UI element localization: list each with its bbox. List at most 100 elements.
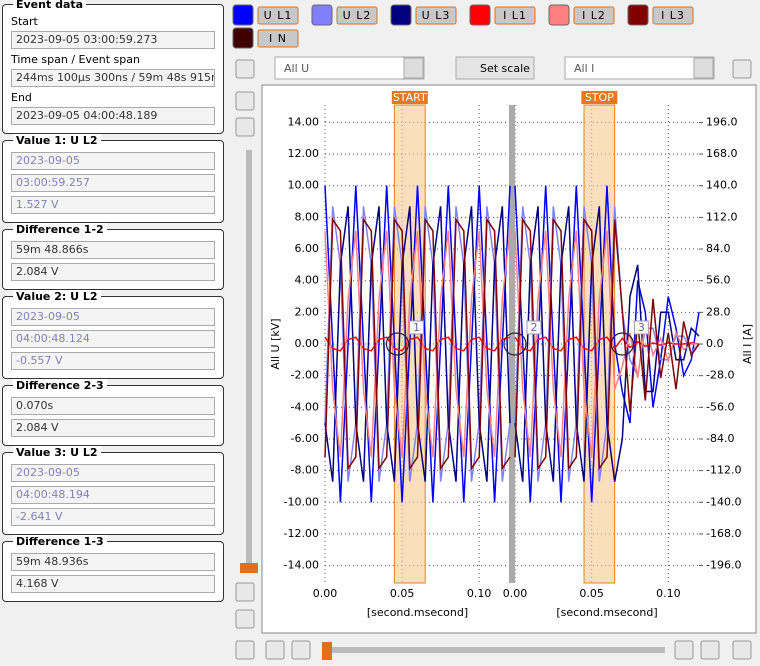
label: End: [11, 91, 32, 104]
dropdown[interactable]: [564, 56, 715, 80]
series-line: [324, 230, 511, 458]
icon-button[interactable]: [235, 117, 255, 137]
legend-swatch[interactable]: [232, 4, 254, 26]
icon-button[interactable]: [235, 91, 255, 111]
y-tick-label: 0.00: [295, 337, 320, 350]
field: 1.527 V: [11, 196, 215, 214]
field: 2023-09-05: [11, 152, 215, 170]
series-line: [514, 206, 700, 482]
icon-button[interactable]: [291, 640, 311, 660]
y2-axis-label: All I [A]: [741, 324, 754, 364]
legend-label: I L1: [503, 9, 527, 22]
y2-tick-label: -56.0: [706, 400, 734, 413]
slider-thumb: [240, 563, 258, 573]
field: 04:00:48.124: [11, 330, 215, 348]
field: 2.084 V: [11, 263, 215, 281]
field: 4.168 V: [11, 575, 215, 593]
legend-label: I N: [269, 32, 287, 45]
icon-button[interactable]: [674, 640, 694, 660]
x-tick-label: 0.10: [656, 587, 681, 600]
legend-swatch[interactable]: [548, 4, 570, 26]
legend-button: [494, 6, 536, 25]
field: 2.084 V: [11, 419, 215, 437]
y-tick-label: -10.00: [284, 495, 319, 508]
icon-button[interactable]: [732, 640, 752, 660]
label: Time span / Event span: [11, 53, 140, 66]
marker-label: START: [393, 91, 427, 104]
y-tick-label: 10.00: [288, 179, 320, 192]
button[interactable]: [455, 56, 535, 80]
x-tick-label: 0.10: [467, 587, 492, 600]
group-box: Difference 2-3 0.070s 2.084 V: [2, 379, 224, 446]
x-tick-label: 0.05: [390, 587, 415, 600]
group-title: Value 2: U L2: [13, 290, 101, 303]
icon-button[interactable]: [732, 59, 752, 79]
series-line: [324, 206, 511, 482]
dropdown-value: All U: [284, 62, 309, 75]
group-box: Difference 1-3 59m 48.936s 4.168 V: [2, 535, 224, 602]
cursor[interactable]: [503, 332, 527, 356]
x-axis-label: [second.msecond]: [556, 606, 657, 619]
y2-tick-label: 112.0: [706, 210, 738, 223]
legend-button: [415, 6, 457, 25]
legend-swatch[interactable]: [469, 4, 491, 26]
field: 59m 48.936s: [11, 553, 215, 571]
icon-button[interactable]: [235, 640, 255, 660]
legend-swatch[interactable]: [390, 4, 412, 26]
legend-button: [336, 6, 378, 25]
series-line: [324, 185, 511, 503]
legend-button: [573, 6, 615, 25]
icon-button[interactable]: [235, 609, 255, 629]
group-title: Event data: [13, 0, 87, 11]
legend-label: I L3: [661, 9, 685, 22]
group-box: Difference 1-2 59m 48.866s 2.084 V: [2, 223, 224, 290]
button-label: Set scale: [480, 62, 530, 75]
legend-label: U L2: [343, 9, 372, 22]
y-tick-label: 2.00: [295, 305, 320, 318]
series-line: [324, 336, 511, 352]
icon-button[interactable]: [265, 640, 285, 660]
y-tick-label: 14.00: [288, 115, 320, 128]
y-tick-label: 4.00: [295, 274, 320, 287]
legend-swatch[interactable]: [232, 27, 254, 49]
y-tick-label: -4.00: [291, 400, 319, 413]
y2-tick-label: 196.0: [706, 115, 738, 128]
field: 04:00:48.194: [11, 486, 215, 504]
field: -0.557 V: [11, 352, 215, 370]
slider-track[interactable]: [325, 647, 665, 653]
side-panel: Event data Start 2023-09-05 03:00:59.273…: [2, 0, 224, 602]
slider-track[interactable]: [246, 150, 252, 570]
icon-button[interactable]: [235, 582, 255, 602]
legend-swatch[interactable]: [311, 4, 333, 26]
group-title: Difference 1-2: [13, 223, 107, 236]
group-title: Value 3: U L2: [13, 446, 101, 459]
legend-button: [652, 6, 694, 25]
cursor[interactable]: [610, 332, 634, 356]
segment-divider: [509, 105, 515, 583]
group-title: Difference 2-3: [13, 379, 107, 392]
series-line: [324, 217, 511, 471]
legend-button: [257, 29, 299, 48]
event-data: Event data Start 2023-09-05 03:00:59.273…: [2, 0, 224, 134]
series-line: [514, 185, 700, 503]
x-axis-label: [second.msecond]: [367, 606, 468, 619]
field: 244ms 100µs 300ns / 59m 48s 915ms 70: [11, 69, 215, 87]
legend-button: [257, 6, 299, 25]
cursor-label: 3: [638, 321, 645, 334]
y2-tick-label: 28.0: [706, 305, 731, 318]
group-box: Value 2: U L2 2023-09-05 04:00:48.124 -0.55…: [2, 290, 224, 379]
icon-button[interactable]: [235, 59, 255, 79]
legend-swatch[interactable]: [627, 4, 649, 26]
y2-tick-label: -28.0: [706, 369, 734, 382]
x-tick-label: 0.00: [503, 587, 528, 600]
legend-label: U L1: [264, 9, 293, 22]
group-title: Difference 1-3: [13, 535, 107, 548]
cursor[interactable]: [385, 332, 410, 356]
dropdown[interactable]: [274, 56, 425, 80]
y-tick-label: 12.00: [288, 147, 320, 160]
icon-button[interactable]: [700, 640, 720, 660]
y2-tick-label: 0.0: [706, 337, 724, 350]
y-tick-label: -2.00: [291, 369, 319, 382]
